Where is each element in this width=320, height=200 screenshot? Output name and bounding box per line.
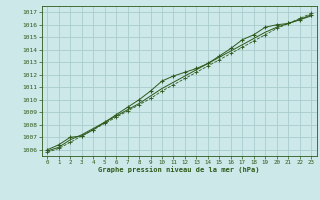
X-axis label: Graphe pression niveau de la mer (hPa): Graphe pression niveau de la mer (hPa) [99, 167, 260, 173]
